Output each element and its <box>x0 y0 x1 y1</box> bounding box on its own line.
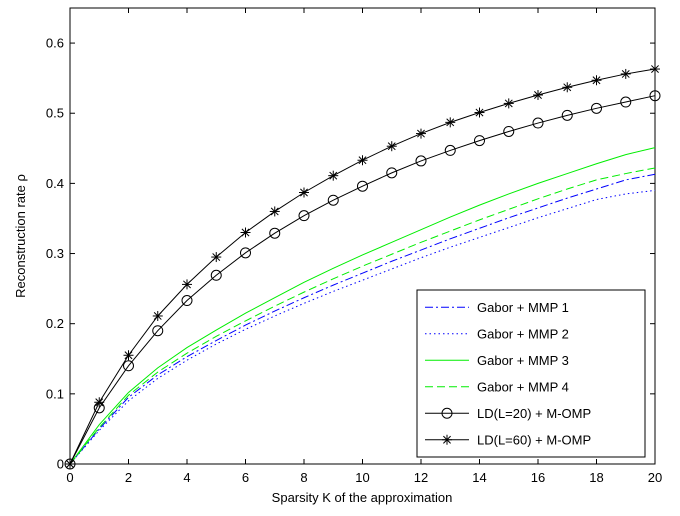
asterisk-marker <box>474 107 485 118</box>
y-tick-label: 0 <box>57 457 64 472</box>
asterisk-marker <box>416 128 426 139</box>
x-tick-label: 0 <box>66 470 73 485</box>
circle-marker <box>649 90 661 102</box>
asterisk-marker <box>211 252 222 263</box>
legend-entry: LD(L=20) + M-OMP <box>425 406 591 421</box>
circle-marker <box>503 125 515 137</box>
series-line <box>69 167 656 465</box>
circle-marker <box>298 210 310 222</box>
x-tick-label: 4 <box>183 470 190 485</box>
circle-marker <box>591 102 602 114</box>
asterisk-marker <box>442 434 452 445</box>
circle-marker <box>357 180 368 192</box>
series-4 <box>69 167 656 465</box>
circle-marker <box>561 109 573 121</box>
x-tick-label: 18 <box>589 470 603 485</box>
circle-marker <box>269 227 281 239</box>
series-6 <box>65 64 660 469</box>
asterisk-marker <box>357 155 368 166</box>
x-tick-label: 10 <box>355 470 369 485</box>
circle-marker <box>152 325 164 337</box>
x-tick-label: 8 <box>300 470 307 485</box>
series-5 <box>64 90 661 470</box>
asterisk-marker <box>650 64 660 75</box>
series-lines <box>64 64 661 470</box>
series-line <box>69 173 656 465</box>
legend-label: LD(L=20) + M-OMP <box>477 406 591 421</box>
asterisk-marker <box>65 459 75 469</box>
x-axis-label: Sparsity K of the approximation <box>272 490 453 505</box>
legend-label: Gabor + MMP 1 <box>477 300 569 315</box>
legend-entry: Gabor + MMP 3 <box>425 353 569 368</box>
circle-marker <box>441 407 453 419</box>
asterisk-marker <box>94 397 105 408</box>
asterisk-marker <box>562 82 573 93</box>
legend: Gabor + MMP 1 Gabor + MMP 2 Gabor + MMP 3 G… <box>416 289 646 458</box>
asterisk-marker <box>182 279 192 290</box>
legend-box <box>416 289 646 458</box>
y-axis-label: Reconstruction rate ρ <box>13 174 28 298</box>
legend-entry: Gabor + MMP 4 <box>425 379 569 394</box>
legend-label: Gabor + MMP 2 <box>477 326 569 341</box>
asterisk-marker <box>299 187 309 198</box>
asterisk-marker <box>386 141 397 152</box>
legend-label: Gabor + MMP 3 <box>477 353 569 368</box>
x-tick-label: 20 <box>648 470 662 485</box>
y-tick-label: 0.2 <box>46 316 64 331</box>
circle-marker <box>123 360 134 372</box>
legend-entry: Gabor + MMP 1 <box>425 300 569 315</box>
asterisk-marker <box>328 170 339 181</box>
y-tick-label: 0.4 <box>46 176 64 191</box>
circle-marker <box>620 96 632 108</box>
asterisk-marker <box>503 98 514 109</box>
asterisk-marker <box>591 75 602 86</box>
series-line <box>69 147 656 465</box>
circle-marker <box>210 269 222 281</box>
asterisk-marker <box>445 117 456 128</box>
asterisk-marker <box>620 68 631 79</box>
circle-marker <box>474 135 485 147</box>
circle-marker <box>444 144 456 156</box>
legend-entry: LD(L=60) + M-OMP <box>425 432 591 447</box>
axes-ticks: 0 2 4 6 8 10 12 14 16 18 20 0 0.1 0.2 0.3 0.4 0.5 0.6 <box>46 8 662 485</box>
y-tick-label: 0.3 <box>46 246 64 261</box>
asterisk-marker <box>152 310 163 321</box>
y-tick-label: 0.1 <box>46 386 64 401</box>
y-tick-label: 0.5 <box>46 106 64 121</box>
circle-marker <box>181 295 193 307</box>
x-tick-label: 16 <box>531 470 545 485</box>
x-tick-label: 14 <box>472 470 486 485</box>
legend-label: LD(L=60) + M-OMP <box>477 432 591 447</box>
asterisk-marker <box>269 206 280 217</box>
asterisk-marker <box>240 227 251 238</box>
series-3 <box>69 147 656 465</box>
x-tick-label: 6 <box>242 470 249 485</box>
circle-marker <box>240 247 251 259</box>
circle-marker <box>386 167 398 179</box>
legend-label: Gabor + MMP 4 <box>477 379 569 394</box>
series-line <box>69 95 656 465</box>
y-tick-label: 0.6 <box>46 36 64 51</box>
circle-marker <box>532 117 544 129</box>
x-tick-label: 2 <box>125 470 132 485</box>
circle-marker <box>415 155 427 167</box>
series-1 <box>69 173 656 465</box>
legend-entry: Gabor + MMP 2 <box>425 326 569 341</box>
x-tick-label: 12 <box>414 470 428 485</box>
circle-marker <box>327 194 339 206</box>
asterisk-marker <box>533 89 543 100</box>
asterisk-marker <box>123 350 134 361</box>
